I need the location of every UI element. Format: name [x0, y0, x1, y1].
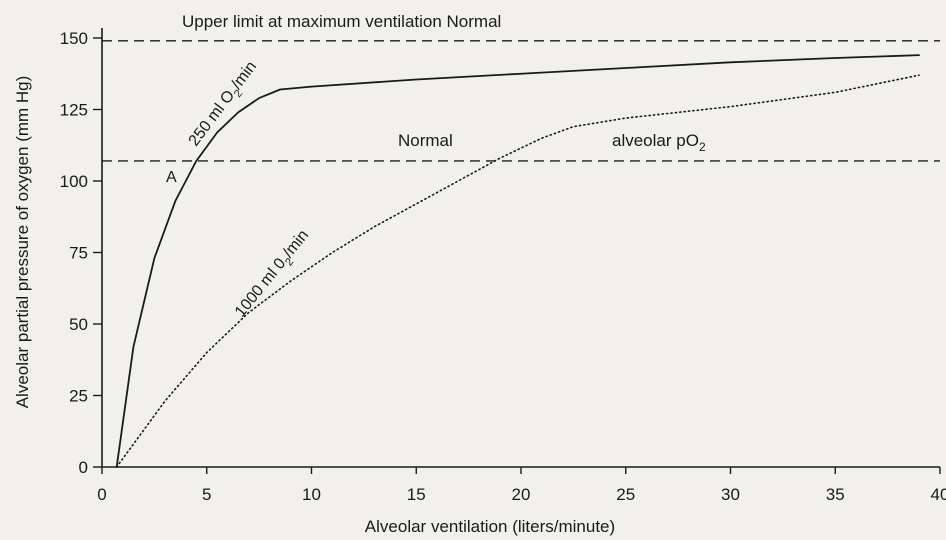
series-1000-line: [115, 74, 920, 468]
normal-label: Normal: [398, 131, 453, 150]
curve-1000-label: 1000 ml 02/min: [232, 227, 315, 323]
axes: 0 5 10 15 20 25 30 35 40 0 25 50 75 100 125 150: [60, 28, 946, 504]
x-tick-label: 10: [302, 485, 321, 504]
x-tick-label: 15: [407, 485, 426, 504]
y-tick-label: 75: [69, 244, 88, 263]
y-tick-label: 50: [69, 315, 88, 334]
y-tick-label: 25: [69, 387, 88, 406]
x-tick-label: 0: [97, 485, 106, 504]
x-tick-label: 30: [721, 485, 740, 504]
upper-limit-label: Upper limit at maximum ventilation Norma…: [182, 12, 501, 31]
y-tick-label: 100: [60, 172, 88, 191]
x-tick-label: 5: [202, 485, 211, 504]
x-tick-label: 40: [931, 485, 946, 504]
y-tick-label: 0: [79, 458, 88, 477]
y-axis-title: Alveolar partial pressure of oxygen (mm …: [13, 76, 32, 409]
point-a-label: A: [166, 169, 177, 186]
x-axis-title: Alveolar ventilation (liters/minute): [365, 517, 615, 536]
x-tick-label: 20: [512, 485, 531, 504]
y-tick-label: 150: [60, 29, 88, 48]
reference-lines: [102, 40, 940, 162]
series-group: [115, 54, 920, 468]
curve-250-label: 250 ml O2/min: [186, 58, 264, 152]
alveolar-po2-label: alveolar pO2: [612, 131, 706, 154]
series-250-line: [115, 54, 920, 468]
x-tick-label: 35: [826, 485, 845, 504]
x-tick-label: 25: [616, 485, 635, 504]
y-tick-label: 125: [60, 101, 88, 120]
